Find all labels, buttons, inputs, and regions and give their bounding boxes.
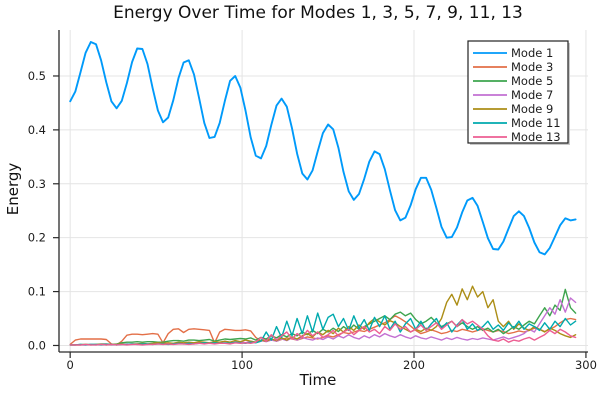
x-tick-label: 300 xyxy=(575,358,597,372)
legend-box xyxy=(467,40,569,144)
y-tick-label: 0.1 xyxy=(28,285,46,299)
series-line-mode-9 xyxy=(69,285,577,346)
x-axis-label: Time xyxy=(299,371,337,389)
legend-label-mode-11: Mode 11 xyxy=(511,116,561,130)
legend-label-mode-5: Mode 5 xyxy=(511,74,553,88)
legend-label-mode-7: Mode 7 xyxy=(511,88,553,102)
y-tick-label: 0.5 xyxy=(28,69,46,83)
y-tick-label: 0.0 xyxy=(28,338,46,352)
legend-label-mode-3: Mode 3 xyxy=(511,60,553,74)
legend-label-mode-13: Mode 13 xyxy=(511,130,561,144)
legend-label-mode-1: Mode 1 xyxy=(511,46,553,60)
y-tick-label: 0.3 xyxy=(28,177,46,191)
y-axis-label: Energy xyxy=(4,162,22,216)
series-line-mode-1 xyxy=(69,41,577,256)
series-line-mode-13 xyxy=(69,318,577,346)
x-tick-label: 0 xyxy=(67,358,74,372)
x-tick-label: 200 xyxy=(403,358,425,372)
y-tick-label: 0.4 xyxy=(28,123,46,137)
x-tick-label: 100 xyxy=(231,358,253,372)
y-tick-label: 0.2 xyxy=(28,231,46,245)
chart-title: Energy Over Time for Modes 1, 3, 5, 7, 9… xyxy=(113,3,523,23)
legend-label-mode-9: Mode 9 xyxy=(511,102,553,116)
